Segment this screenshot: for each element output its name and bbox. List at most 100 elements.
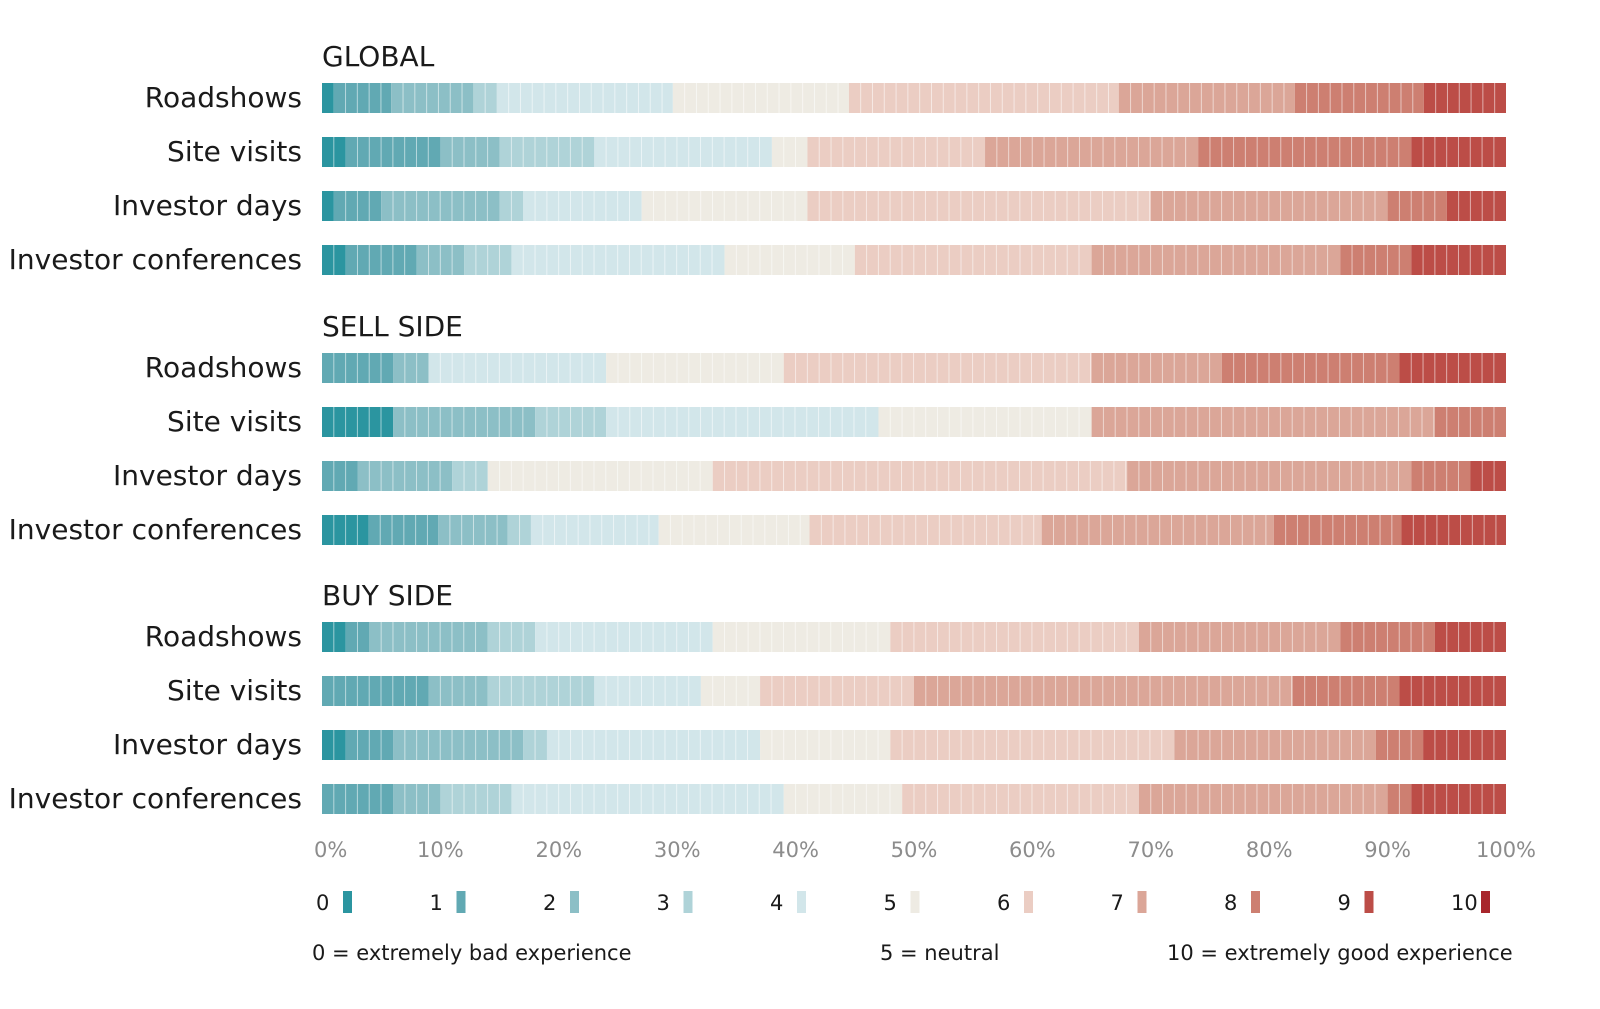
bar-segment-score-5: Investor days — 5: 11 bbox=[760, 730, 891, 760]
legend-swatch bbox=[1137, 891, 1147, 913]
row-label: Site visits bbox=[167, 135, 302, 168]
bar-segment-score-4: Site visits — 4: 23 bbox=[606, 407, 879, 437]
legend-label: 5 bbox=[884, 891, 897, 915]
bar-row: Site visitsSite visits — 0: 6Site visits… bbox=[167, 405, 1506, 438]
bar-segment-score-3: Investor days — 3: 3 bbox=[452, 461, 488, 491]
bar-segment-score-1: Site visits — 1: 9 bbox=[322, 676, 429, 706]
legend-label: 10 bbox=[1451, 891, 1478, 915]
row-label: Roadshows bbox=[145, 620, 302, 653]
bar-segment-score-8: Roadshows — 8: 11 bbox=[1294, 83, 1424, 113]
x-tick-label: 20% bbox=[535, 838, 582, 862]
bar-segment-score-9: Investor days — 9: 3 bbox=[1470, 461, 1506, 491]
legend-label: 7 bbox=[1111, 891, 1124, 915]
legend-swatch bbox=[1481, 891, 1490, 913]
legend-swatch bbox=[910, 891, 920, 913]
legend-label: 1 bbox=[430, 891, 443, 915]
legend-item: 6 bbox=[997, 891, 1033, 915]
bar-segment-score-0: Roadshows — 0: 1 bbox=[322, 83, 334, 113]
bar-row: Investor conferences Investor conferences… bbox=[9, 243, 1506, 276]
x-tick-label: 90% bbox=[1364, 838, 1411, 862]
bar-segment-score-7: Roadshows — 7: 17 bbox=[1138, 622, 1341, 652]
bar-segment-score-5: Roadshows — 5: 15 bbox=[606, 353, 784, 383]
bar-segment-score-9: Site visits — 9: 9 bbox=[1399, 676, 1506, 706]
scale-notes: 0 = extremely bad experience 5 = neutral 1… bbox=[312, 941, 1513, 965]
bar-segment-score-7: Site visits — 7: 29 bbox=[1091, 407, 1435, 437]
bar-segment-score-6: Investor conferences — 6: 20 bbox=[809, 515, 1042, 545]
bar-segment-score-7: Investor conferences — 7: 20 bbox=[1041, 515, 1274, 545]
row-label: Site visits bbox=[167, 674, 302, 707]
bar-segment-score-2: Roadshows — 2: 3 bbox=[393, 353, 429, 383]
legend-label: 8 bbox=[1224, 891, 1237, 915]
bar-segment-score-5: Roadshows — 5: 15 bbox=[712, 622, 891, 652]
legend-label: 0 bbox=[316, 891, 329, 915]
bar-row: Investor days Investor days — 1: 3 Investo… bbox=[113, 459, 1506, 492]
bar-segment-score-5: Investor conferences — 5: 11 bbox=[724, 245, 855, 275]
bar-segment-score-5: Site visits — 5: 3 bbox=[771, 137, 808, 167]
x-axis: 0% 10% 20% 30% 40% 50% 60% 70% 80% 90% 100% bbox=[314, 838, 1536, 862]
row-label: Roadshows bbox=[145, 81, 302, 114]
legend-swatch bbox=[1024, 891, 1033, 913]
bar-segment-score-8: Roadshows — 8: 15 bbox=[1221, 353, 1400, 383]
bar-segment-score-8: Investor days — 8: 5 bbox=[1411, 461, 1471, 491]
legend-swatch bbox=[570, 891, 579, 913]
legend-swatch bbox=[456, 891, 466, 913]
bar-segment-score-6: Roadshows — 6: 21 bbox=[890, 622, 1139, 652]
legend-item: 4 bbox=[770, 891, 806, 915]
bar-segment-score-4: Roadshows — 4: 15 bbox=[496, 83, 673, 113]
x-tick-label: 10% bbox=[417, 838, 464, 862]
bar-segment-score-2: Site visits — 2: 5 bbox=[440, 137, 500, 167]
bar-row: Roadshows Roadshows — 0: 1Roadshows — 1: … bbox=[145, 81, 1506, 114]
bar-segment-score-7: Roadshows — 7: 15 bbox=[1118, 83, 1295, 113]
legend-item: 5 bbox=[884, 891, 920, 915]
bar-segment-score-4: Investor conferences — 4: 23 bbox=[511, 784, 784, 814]
row-label: Investor conferences bbox=[9, 243, 302, 276]
x-tick-label: 40% bbox=[772, 838, 819, 862]
row-label: Investor conferences bbox=[9, 782, 302, 815]
bar-segment-score-1: Investor days — 1: 3 bbox=[322, 461, 358, 491]
row-label: Investor days bbox=[113, 189, 302, 222]
bar-segment-score-7: Investor conferences — 7: 21 bbox=[1138, 784, 1388, 814]
row-label: Investor conferences bbox=[9, 513, 302, 546]
bar-row: RoadshowsRoadshows — 1: 6Roadshows — 2: … bbox=[145, 351, 1506, 384]
legend-label: 6 bbox=[997, 891, 1010, 915]
bar-row: Investor conferences Investor conferences… bbox=[9, 513, 1506, 546]
legend-item: 8 bbox=[1224, 891, 1260, 915]
note-good: 10 = extremely good experience bbox=[1167, 941, 1513, 965]
bar-segment-score-9: Investor conferences — 9: 9 bbox=[1401, 515, 1506, 545]
row-label: Investor days bbox=[113, 728, 302, 761]
bar-segment-score-7: Investor conferences — 7: 21 bbox=[1091, 245, 1341, 275]
legend-item: 2 bbox=[543, 891, 579, 915]
bar-segment-score-4: Investor conferences — 4: 11 bbox=[530, 515, 659, 545]
group-title: GLOBAL bbox=[322, 40, 435, 73]
legend-swatch bbox=[683, 891, 693, 913]
bar-segment-score-4: Roadshows — 4: 15 bbox=[428, 353, 607, 383]
legend-label: 9 bbox=[1338, 891, 1351, 915]
bar-row: Investor days Investor days — 0: 1 Investo… bbox=[113, 189, 1506, 222]
row-label: Roadshows bbox=[145, 351, 302, 384]
bar-segment-score-2: Site visits — 2: 5 bbox=[428, 676, 488, 706]
x-tick-label: 100% bbox=[1476, 838, 1536, 862]
bar-row: RoadshowsRoadshows — 0: 2Roadshows — 1: … bbox=[145, 620, 1506, 653]
bar-segment-score-5: Roadshows — 5: 15 bbox=[672, 83, 849, 113]
bar-segment-score-6: Site visits — 6: 13 bbox=[760, 676, 914, 706]
bar-segment-score-2: Investor days — 2: 11 bbox=[393, 730, 524, 760]
bar-segment-score-4: Site visits — 4: 15 bbox=[594, 137, 772, 167]
bar-segment-score-0: Investor days — 0: 1 bbox=[322, 191, 334, 221]
legend-item: 10 bbox=[1451, 891, 1490, 915]
x-tick-label: 0% bbox=[314, 838, 347, 862]
x-tick-label: 60% bbox=[1009, 838, 1056, 862]
group-title: SELL SIDE bbox=[322, 310, 463, 343]
bar-segment-score-5: Investor conferences — 5: 13 bbox=[658, 515, 810, 545]
bar-segment-score-6: Site visits — 6: 15 bbox=[807, 137, 986, 167]
bar-segment-score-4: Roadshows — 4: 15 bbox=[535, 622, 713, 652]
bar-segment-score-7: Investor days — 7: 17 bbox=[1174, 730, 1376, 760]
bar-segment-score-5: Investor days — 5: 19 bbox=[487, 461, 713, 491]
legend-swatch bbox=[1364, 891, 1374, 913]
bar-segment-score-8: Investor days — 8: 5 bbox=[1387, 191, 1447, 221]
legend-label: 4 bbox=[770, 891, 783, 915]
row-label: Site visits bbox=[167, 405, 302, 438]
legend-item: 9 bbox=[1338, 891, 1374, 915]
bar-segment-score-5: Site visits — 5: 5 bbox=[700, 676, 761, 706]
